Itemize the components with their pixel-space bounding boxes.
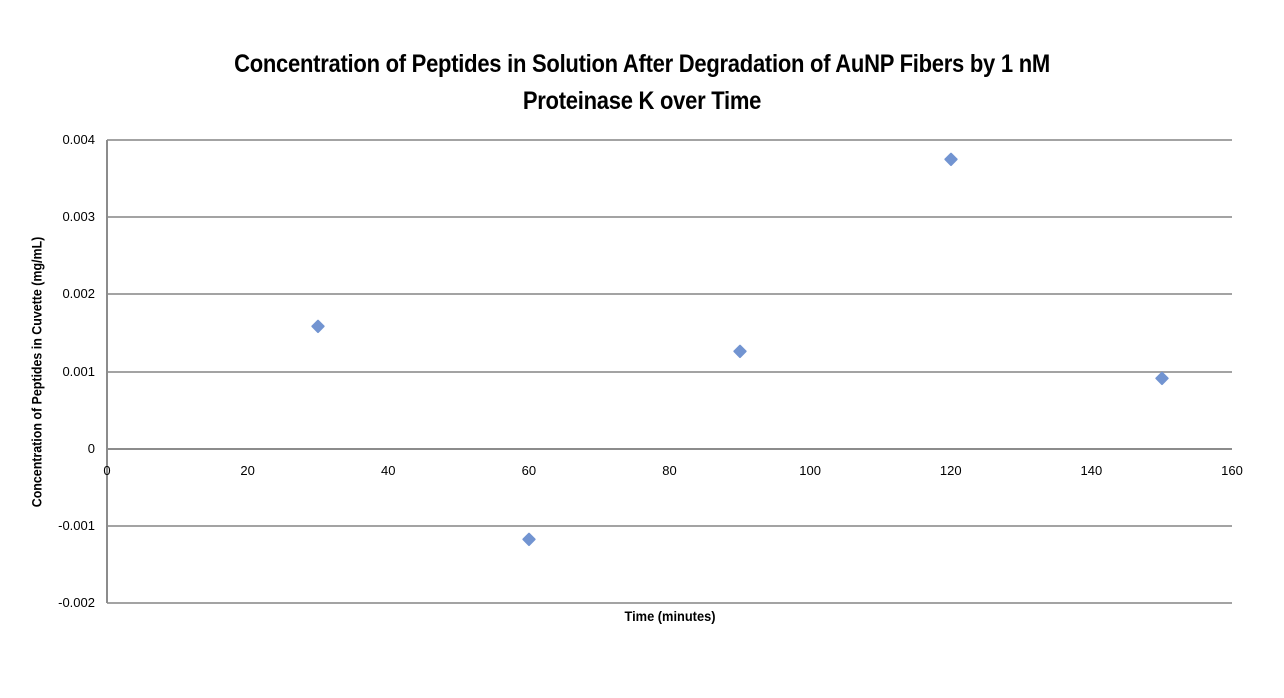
y-tick-label: 0.004	[62, 132, 95, 147]
y-gridline	[107, 216, 1232, 219]
y-gridline	[107, 524, 1232, 527]
data-point-diamond-marker	[1154, 371, 1169, 386]
y-tick-label: -0.001	[58, 517, 95, 533]
y-axis-line	[106, 140, 108, 603]
y-gridline	[107, 139, 1232, 141]
data-point-diamond-marker	[311, 319, 325, 333]
chart-title: Concentration of Peptides in Solution Af…	[77, 46, 1207, 120]
y-tick-label: 0.002	[62, 286, 95, 302]
x-axis-title: Time (minutes)	[624, 609, 716, 624]
x-tick-label: 40	[381, 462, 396, 478]
y-tick-label: -0.002	[58, 595, 95, 610]
y-tick-label: 0.001	[62, 363, 95, 379]
y-gridline	[107, 293, 1232, 296]
y-tick-label: 0.003	[62, 209, 95, 225]
x-tick-label: 140	[1080, 462, 1103, 478]
x-tick-label: 60	[521, 462, 537, 478]
x-tick-label: 120	[939, 462, 962, 478]
x-tick-label: 160	[1221, 462, 1243, 478]
data-point-diamond-marker	[733, 343, 747, 358]
chart-title-line-2: Proteinase K over Time	[522, 87, 762, 115]
y-gridline	[107, 370, 1232, 373]
x-axis-zero-line	[107, 447, 1232, 450]
data-point-diamond-marker	[944, 151, 958, 166]
x-tick-label: 20	[240, 462, 255, 478]
x-tick-label: 100	[799, 462, 821, 478]
x-tick-label: 80	[662, 462, 677, 478]
y-tick-label: 0	[87, 440, 95, 456]
chart-title-line-1: Concentration of Peptides in Solution Af…	[234, 50, 1050, 78]
data-point-diamond-marker	[522, 532, 536, 546]
x-tick-label: 0	[103, 462, 111, 478]
y-gridline	[107, 602, 1232, 604]
